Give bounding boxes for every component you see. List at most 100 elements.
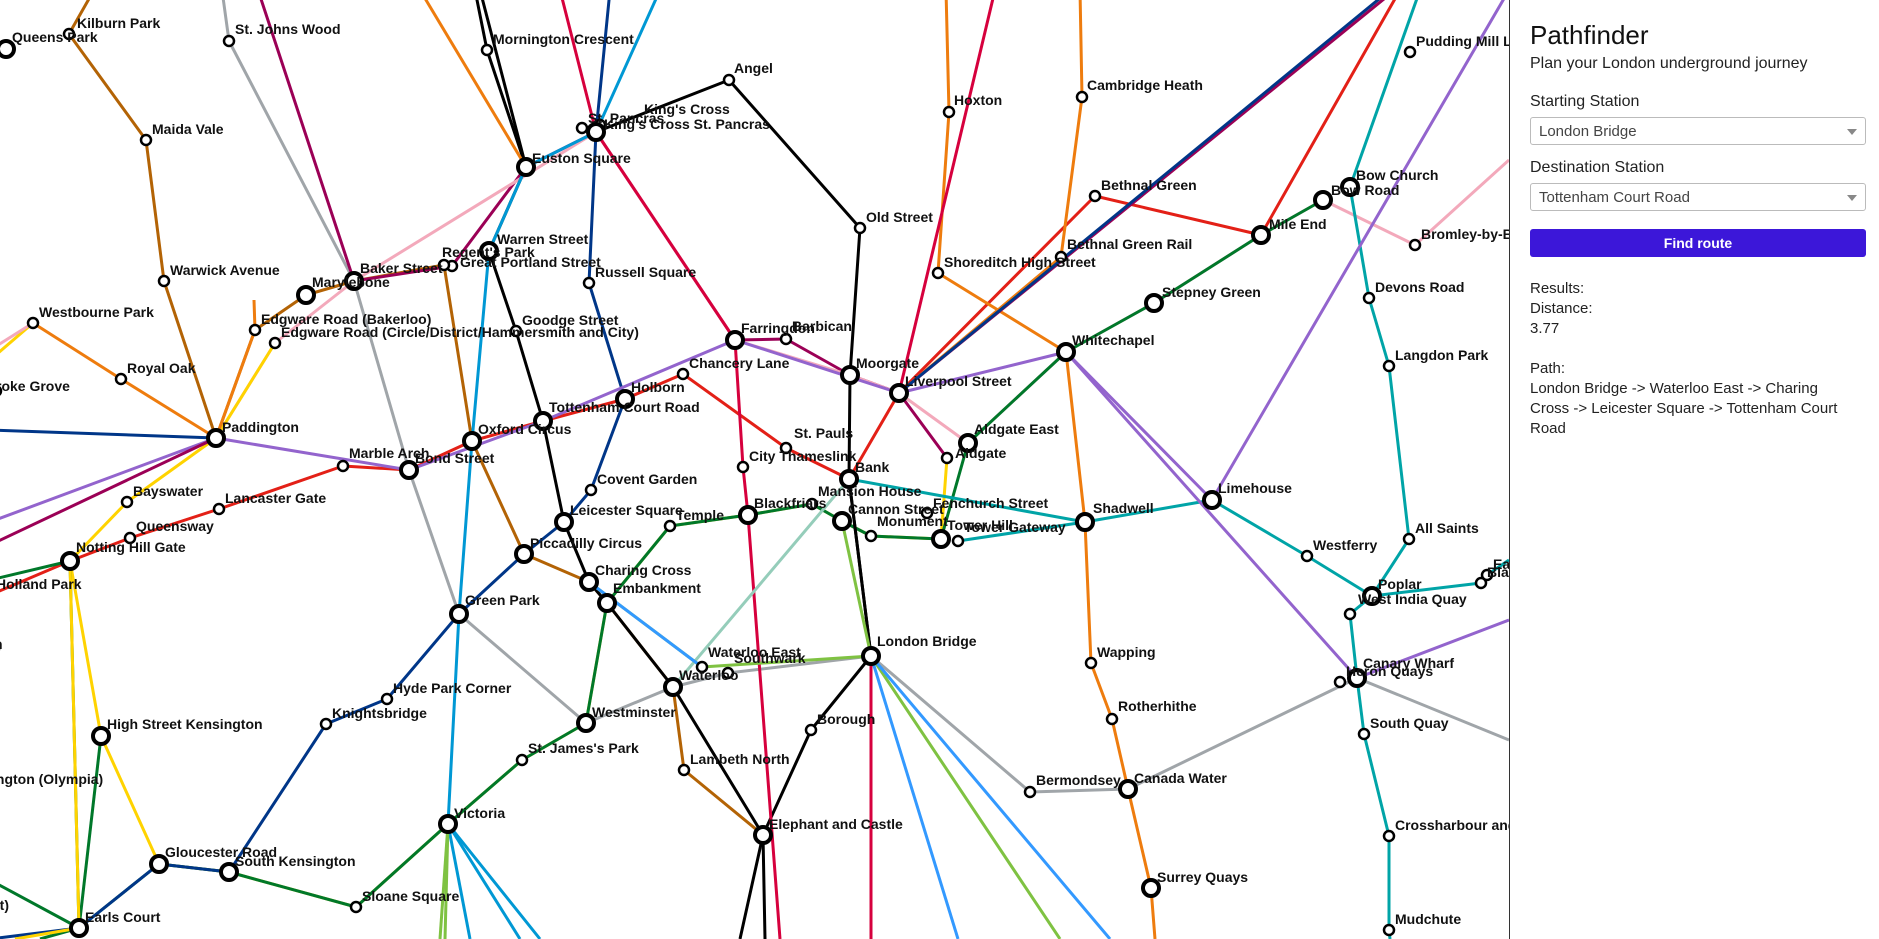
station-marker[interactable] [296,285,316,305]
station-marker[interactable] [1054,250,1068,264]
station-marker[interactable] [1382,829,1396,843]
station-marker[interactable] [336,459,350,473]
station-marker[interactable] [462,431,482,451]
station-marker[interactable] [839,469,859,489]
station-marker[interactable] [1251,225,1271,245]
station-marker[interactable] [586,122,606,142]
station-marker[interactable] [1340,177,1360,197]
station-marker[interactable] [575,121,589,135]
station-marker[interactable] [60,551,80,571]
station-marker[interactable] [123,531,137,545]
station-marker[interactable] [1357,727,1371,741]
station-marker[interactable] [576,713,596,733]
station-marker[interactable] [516,157,536,177]
station-marker[interactable] [69,918,89,938]
station-marker[interactable] [349,900,363,914]
station-marker[interactable] [514,544,534,564]
station-marker[interactable] [149,854,169,874]
station-marker[interactable] [1202,490,1222,510]
station-marker[interactable] [554,512,574,532]
station-marker[interactable] [805,497,819,511]
station-marker[interactable] [1382,359,1396,373]
station-marker[interactable] [1088,189,1102,203]
station-marker[interactable] [753,825,773,845]
station-marker[interactable] [738,505,758,525]
station-marker[interactable] [1300,549,1314,563]
station-marker[interactable] [1480,568,1494,582]
station-marker[interactable] [0,39,16,59]
station-marker[interactable] [695,660,709,674]
station-marker[interactable] [380,692,394,706]
station-marker[interactable] [663,519,677,533]
station-marker[interactable] [139,133,153,147]
station-marker[interactable] [1075,90,1089,104]
station-marker[interactable] [864,529,878,543]
station-marker[interactable] [840,365,860,385]
station-marker[interactable] [515,753,529,767]
station-marker[interactable] [942,105,956,119]
station-marker[interactable] [1141,878,1161,898]
station-marker[interactable] [1474,576,1488,590]
station-marker[interactable] [861,646,881,666]
station-marker[interactable] [1105,712,1119,726]
station-marker[interactable] [889,383,909,403]
station-marker[interactable] [779,441,793,455]
station-marker[interactable] [479,241,499,261]
station-marker[interactable] [584,483,598,497]
station-marker[interactable] [931,266,945,280]
station-marker[interactable] [597,593,617,613]
station-marker[interactable] [399,460,419,480]
station-marker[interactable] [663,677,683,697]
station-marker[interactable] [1382,923,1396,937]
station-marker[interactable] [268,336,282,350]
station-marker[interactable] [120,495,134,509]
station-marker[interactable] [222,34,236,48]
station-marker[interactable] [1403,45,1417,59]
station-marker[interactable] [582,276,596,290]
station-marker[interactable] [1313,190,1333,210]
station-marker[interactable] [779,332,793,346]
station-marker[interactable] [91,726,111,746]
station-marker[interactable] [449,604,469,624]
station-marker[interactable] [1343,607,1357,621]
station-marker[interactable] [832,511,852,531]
station-marker[interactable] [62,27,76,41]
station-marker[interactable] [219,862,239,882]
station-marker[interactable] [676,367,690,381]
station-marker[interactable] [1402,532,1416,546]
station-marker[interactable] [26,316,40,330]
station-marker[interactable] [533,411,553,431]
station-marker[interactable] [721,666,735,680]
station-marker[interactable] [951,534,965,548]
start-station-select[interactable]: London Bridge [1530,117,1866,145]
station-marker[interactable] [736,460,750,474]
station-marker[interactable] [480,43,494,57]
station-marker[interactable] [1056,342,1076,362]
station-marker[interactable] [1362,291,1376,305]
station-marker[interactable] [579,572,599,592]
station-marker[interactable] [853,221,867,235]
destination-station-select[interactable]: Tottenham Court Road [1530,183,1866,211]
station-marker[interactable] [206,428,226,448]
station-marker[interactable] [248,323,262,337]
station-marker[interactable] [0,386,3,396]
station-marker[interactable] [1084,656,1098,670]
station-marker[interactable] [344,271,364,291]
station-marker[interactable] [212,502,226,516]
find-route-button[interactable]: Find route [1530,229,1866,257]
station-marker[interactable] [437,258,451,272]
tube-map[interactable]: Kilburn Park Queens Park St. Johns Wood Mor… [0,0,1509,939]
station-marker[interactable] [722,73,736,87]
station-marker[interactable] [509,324,523,338]
station-marker[interactable] [1362,586,1382,606]
station-marker[interactable] [114,372,128,386]
station-marker[interactable] [157,274,171,288]
station-marker[interactable] [1347,668,1367,688]
station-marker[interactable] [438,814,458,834]
station-marker[interactable] [1333,675,1347,689]
station-marker[interactable] [677,763,691,777]
station-marker[interactable] [940,451,954,465]
station-marker[interactable] [615,389,635,409]
station-marker[interactable] [725,330,745,350]
